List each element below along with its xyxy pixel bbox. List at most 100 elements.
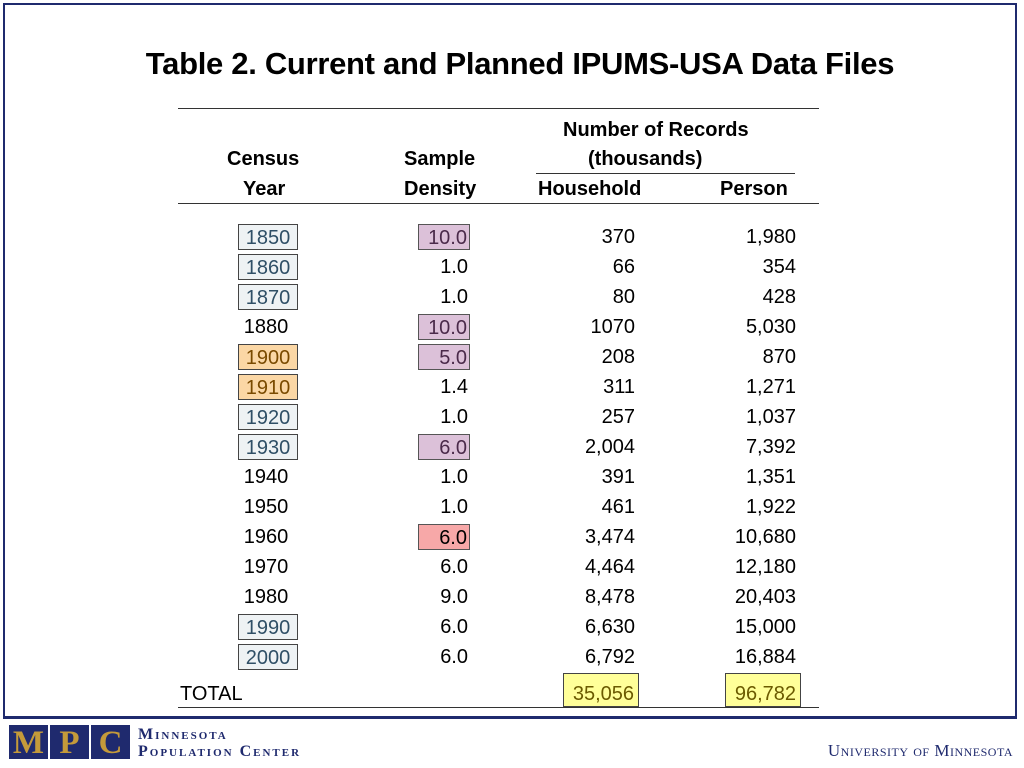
person-cell: 1,922 — [745, 496, 796, 518]
person-cell: 870 — [762, 346, 796, 368]
table-row: 1930 6.0 2,004 7,392 — [0, 434, 1024, 462]
person-cell: 20,403 — [734, 586, 796, 608]
person-cell: 1,351 — [745, 466, 796, 488]
records-subheader-rule — [536, 173, 795, 174]
year-cell: 1970 — [243, 556, 289, 578]
header-top-rule — [178, 108, 819, 109]
year-cell: 1930 — [238, 434, 298, 460]
table-row: 1850 10.0 370 1,980 — [0, 224, 1024, 252]
table-row: 1950 1.0 461 1,922 — [0, 494, 1024, 522]
household-cell: 370 — [601, 226, 635, 248]
header-records-line2: (thousands) — [588, 148, 703, 170]
header-sample-line2: Density — [404, 178, 477, 200]
density-cell: 1.0 — [440, 286, 468, 308]
table-row: 1870 1.0 80 428 — [0, 284, 1024, 312]
household-cell: 4,464 — [584, 556, 635, 578]
year-cell: 2000 — [238, 644, 298, 670]
table-row: 1900 5.0 208 870 — [0, 344, 1024, 372]
total-household: 35,056 — [563, 673, 639, 707]
density-cell: 1.0 — [440, 406, 468, 428]
year-cell: 1960 — [243, 526, 289, 548]
table-row: 1960 6.0 3,474 10,680 — [0, 524, 1024, 552]
page-title: Table 2. Current and Planned IPUMS-USA D… — [145, 46, 895, 81]
table-bottom-rule — [178, 707, 819, 708]
header-records-line1: Number of Records — [563, 119, 749, 141]
header-household: Household — [538, 178, 642, 200]
header-person: Person — [720, 178, 788, 200]
household-cell: 3,474 — [584, 526, 635, 548]
header-census-line1: Census — [227, 148, 300, 170]
org-name-line1: Minnesota — [138, 726, 228, 743]
density-cell: 1.0 — [440, 256, 468, 278]
org-name-line2: Population Center — [138, 743, 302, 760]
density-cell: 6.0 — [440, 556, 468, 578]
header-bottom-rule — [178, 203, 819, 204]
density-cell: 10.0 — [418, 224, 470, 250]
household-cell: 1070 — [590, 316, 636, 338]
total-person: 96,782 — [725, 673, 801, 707]
household-cell: 208 — [601, 346, 635, 368]
total-row: TOTAL 35,056 96,782 — [0, 673, 1024, 709]
total-label: TOTAL — [180, 683, 243, 705]
year-cell: 1880 — [243, 316, 289, 338]
year-cell: 1980 — [243, 586, 289, 608]
table-row: 1860 1.0 66 354 — [0, 254, 1024, 282]
person-cell: 428 — [762, 286, 796, 308]
household-cell: 391 — [601, 466, 635, 488]
header-sample-line1: Sample — [404, 148, 476, 170]
household-cell: 461 — [601, 496, 635, 518]
year-cell: 1900 — [238, 344, 298, 370]
person-cell: 1,980 — [745, 226, 796, 248]
person-cell: 354 — [762, 256, 796, 278]
year-cell: 1990 — [238, 614, 298, 640]
year-cell: 1950 — [243, 496, 289, 518]
table-row: 1910 1.4 311 1,271 — [0, 374, 1024, 402]
person-cell: 16,884 — [734, 646, 796, 668]
density-cell: 6.0 — [440, 616, 468, 638]
year-cell: 1850 — [238, 224, 298, 250]
density-cell: 1.0 — [440, 466, 468, 488]
footer-bar: M P C Minnesota Population Center Univer… — [3, 716, 1017, 764]
person-cell: 15,000 — [734, 616, 796, 638]
person-cell: 1,037 — [745, 406, 796, 428]
year-cell: 1860 — [238, 254, 298, 280]
household-cell: 257 — [601, 406, 635, 428]
year-cell: 1870 — [238, 284, 298, 310]
person-cell: 12,180 — [734, 556, 796, 578]
org-name: Minnesota Population Center — [138, 726, 301, 760]
table-row: 1970 6.0 4,464 12,180 — [0, 554, 1024, 582]
density-cell: 5.0 — [418, 344, 470, 370]
table-row: 1990 6.0 6,630 15,000 — [0, 614, 1024, 642]
density-cell: 1.0 — [440, 496, 468, 518]
density-cell: 1.4 — [440, 376, 468, 398]
year-cell: 1910 — [238, 374, 298, 400]
table-row: 1980 9.0 8,478 20,403 — [0, 584, 1024, 612]
density-cell: 6.0 — [418, 524, 470, 550]
household-cell: 6,792 — [584, 646, 635, 668]
year-cell: 1940 — [243, 466, 289, 488]
table-row: 1940 1.0 391 1,351 — [0, 464, 1024, 492]
household-cell: 8,478 — [584, 586, 635, 608]
density-cell: 10.0 — [418, 314, 470, 340]
density-cell: 6.0 — [440, 646, 468, 668]
person-cell: 5,030 — [745, 316, 796, 338]
household-cell: 66 — [612, 256, 635, 278]
university-name: University of Minnesota — [827, 741, 1013, 760]
logo-letter-m: M — [9, 725, 48, 761]
year-cell: 1920 — [238, 404, 298, 430]
household-cell: 2,004 — [584, 436, 635, 458]
density-cell: 9.0 — [440, 586, 468, 608]
person-cell: 7,392 — [745, 436, 796, 458]
person-cell: 1,271 — [745, 376, 796, 398]
table-row: 1920 1.0 257 1,037 — [0, 404, 1024, 432]
household-cell: 80 — [612, 286, 635, 308]
household-cell: 6,630 — [584, 616, 635, 638]
table-row: 2000 6.0 6,792 16,884 — [0, 644, 1024, 672]
mpc-logo: M P C — [9, 725, 130, 761]
header-census-line2: Year — [243, 178, 286, 200]
logo-letter-p: P — [50, 725, 89, 761]
density-cell: 6.0 — [418, 434, 470, 460]
person-cell: 10,680 — [734, 526, 796, 548]
logo-letter-c: C — [91, 725, 130, 761]
household-cell: 311 — [603, 376, 635, 398]
